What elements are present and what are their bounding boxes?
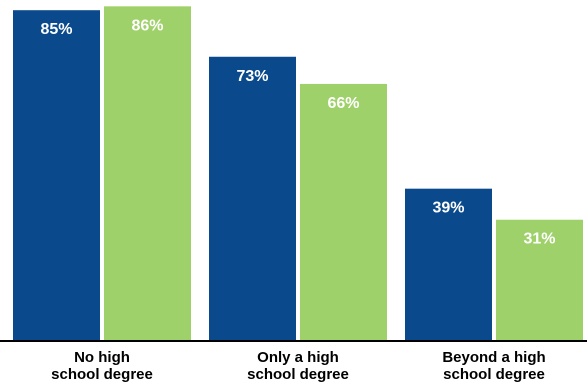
bar-s2-1 xyxy=(104,6,191,340)
bar-s1-2 xyxy=(209,57,296,340)
bar-s2-2 xyxy=(300,84,387,340)
bar-value-label: 39% xyxy=(432,200,464,217)
bar-value-label: 73% xyxy=(236,68,268,85)
category-label: Beyond a high xyxy=(442,349,545,366)
bar-value-label: 66% xyxy=(327,95,359,112)
category-label: school degree xyxy=(247,366,349,383)
bar-value-label: 31% xyxy=(523,231,555,248)
category-label: school degree xyxy=(51,366,153,383)
bars-group xyxy=(13,6,583,340)
bar-s1-1 xyxy=(13,10,100,340)
category-label: Only a high xyxy=(257,349,339,366)
category-label: school degree xyxy=(443,366,545,383)
category-label: No high xyxy=(74,349,130,366)
bar-value-label: 85% xyxy=(40,21,72,38)
bar-value-label: 86% xyxy=(131,17,163,34)
